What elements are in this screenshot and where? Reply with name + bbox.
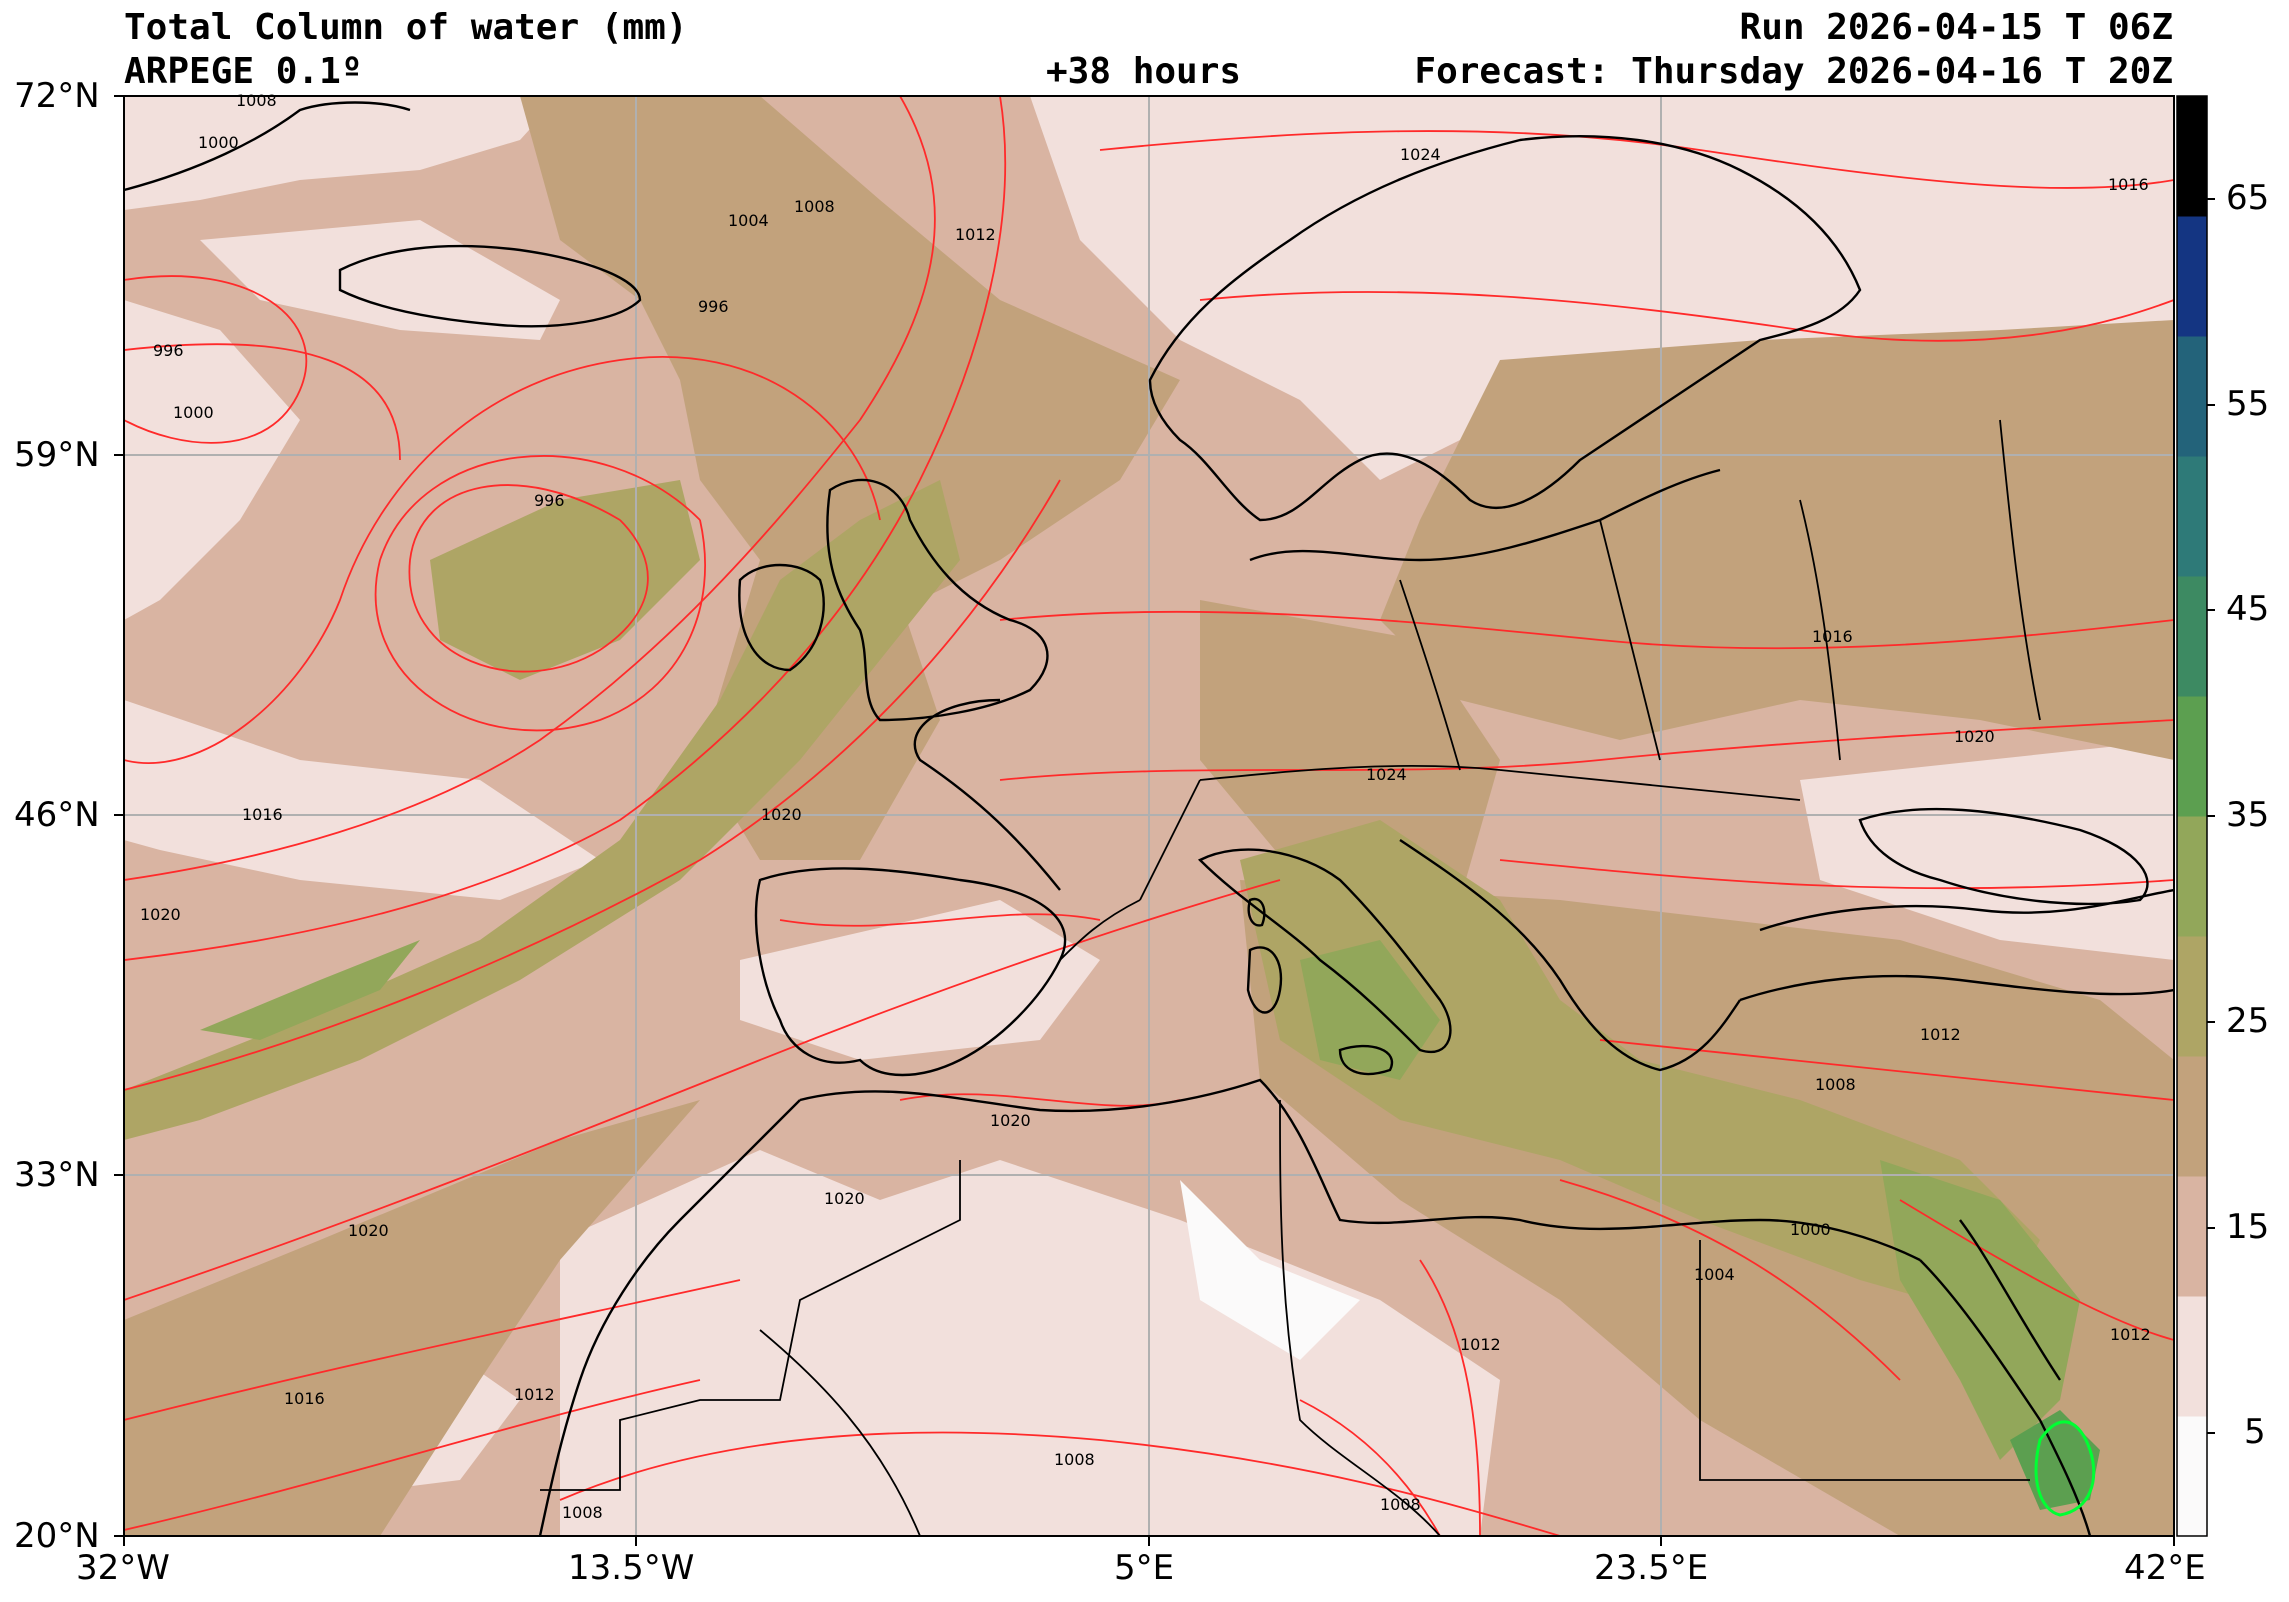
colorbar-segment (2177, 1416, 2207, 1537)
axis-ticks (114, 95, 2215, 1546)
colorbar-label: 15 (2226, 1207, 2270, 1247)
isobar-label: 1008 (562, 1503, 603, 1522)
isobar-label: 1008 (1054, 1450, 1095, 1469)
isobar-label: 1012 (1460, 1335, 1501, 1354)
colorbar-segment (2177, 816, 2207, 937)
isobar-lines (124, 96, 2174, 1536)
colorbar-segment (2177, 336, 2207, 457)
colorbar-segment (2177, 696, 2207, 817)
isobar-label: 1008 (1815, 1075, 1856, 1094)
isobar-label: 1008 (1380, 1495, 1421, 1514)
lon-label: 5°E (1114, 1548, 1175, 1588)
colorbar-label: 65 (2226, 178, 2270, 218)
isobar-label: 1016 (242, 805, 283, 824)
lat-label: 33°N (14, 1155, 100, 1195)
isobar-label: 1012 (2110, 1325, 2151, 1344)
isobar-label: 996 (153, 341, 184, 360)
lon-label: 32°W (76, 1548, 170, 1588)
lon-label: 13.5°W (568, 1548, 695, 1588)
isobar-label: 1020 (348, 1221, 389, 1240)
colorbar (2177, 96, 2207, 1537)
colorbar-label: 5 (2244, 1412, 2266, 1452)
isobar-label: 1004 (728, 211, 769, 230)
isobar-label: 1000 (198, 133, 239, 152)
lon-label: 42°E (2124, 1548, 2206, 1588)
colorbar-segment (2177, 1176, 2207, 1297)
colorbar-segment (2177, 1296, 2207, 1417)
colorbar-segment (2177, 936, 2207, 1057)
lat-label: 20°N (14, 1516, 100, 1556)
isobar-label: 1008 (236, 91, 277, 110)
coastlines (124, 101, 2174, 1536)
isobar-label: 1016 (284, 1389, 325, 1408)
isobar-label: 1000 (173, 403, 214, 422)
map-title: Total Column of water (mm) (124, 7, 688, 48)
run-time: Run 2026-04-15 T 06Z (1739, 7, 2173, 48)
colorbar-segment (2177, 456, 2207, 577)
tcw-contour-highlight (2034, 1420, 2096, 1517)
isobar-label: 1020 (140, 905, 181, 924)
isobar-label: 1000 (1790, 1220, 1831, 1239)
isobar-label: 1016 (1812, 627, 1853, 646)
isobar-label: 996 (534, 491, 565, 510)
isobar-label: 1004 (1694, 1265, 1735, 1284)
lon-label: 23.5°E (1594, 1548, 1709, 1588)
isobar-label: 1024 (1366, 765, 1407, 784)
isobar-label: 996 (698, 297, 729, 316)
lead-time: +38 hours (1046, 51, 1242, 92)
colorbar-label: 25 (2226, 1001, 2270, 1041)
lat-label: 59°N (14, 435, 100, 475)
forecast-time: Forecast: Thursday 2026-04-16 T 20Z (1414, 51, 2173, 92)
model-name: ARPEGE 0.1º (124, 51, 363, 92)
colorbar-label: 35 (2226, 795, 2270, 835)
isobar-label: 1012 (955, 225, 996, 244)
colorbar-label: 55 (2226, 384, 2270, 424)
lat-label: 46°N (14, 795, 100, 835)
isobar-label: 1020 (1954, 727, 1995, 746)
isobar-label: 1012 (514, 1385, 555, 1404)
isobar-label: 1020 (824, 1189, 865, 1208)
colorbar-segment (2177, 216, 2207, 337)
lat-label: 72°N (14, 76, 100, 116)
isobar-label: 1020 (990, 1111, 1031, 1130)
isobar-label: 1024 (1400, 145, 1441, 164)
lat-lon-grid (124, 96, 2174, 1536)
isobar-label: 1008 (794, 197, 835, 216)
isobar-label: 1016 (2108, 175, 2149, 194)
isobar-label: 1012 (1920, 1025, 1961, 1044)
isobar-label: 1020 (761, 805, 802, 824)
colorbar-label: 45 (2226, 589, 2270, 629)
colorbar-segment (2177, 96, 2207, 217)
isobar-labels: 1008 1000 1024 1004 1008 1012 996 996 10… (140, 91, 2151, 1522)
colorbar-segment (2177, 576, 2207, 697)
colorbar-segment (2177, 1056, 2207, 1177)
